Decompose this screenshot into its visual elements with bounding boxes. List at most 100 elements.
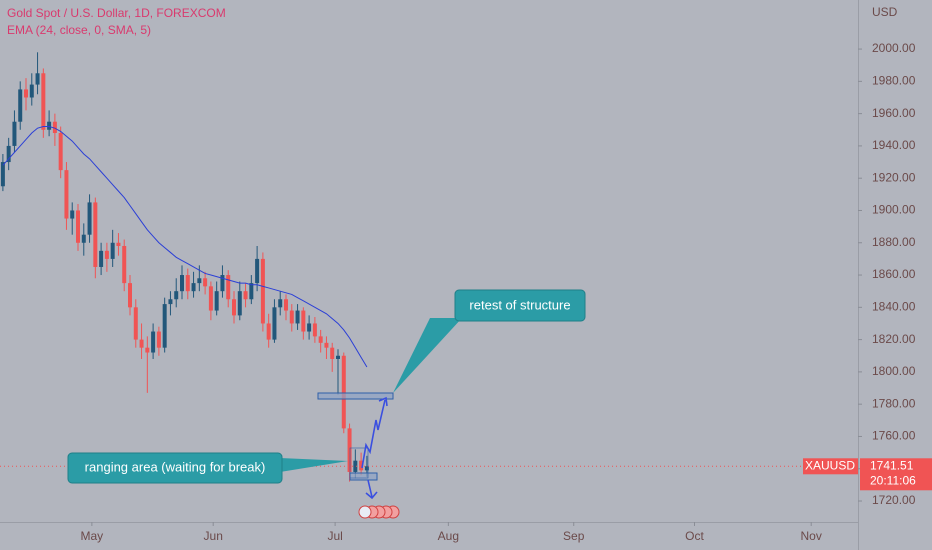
candle-body <box>133 307 138 340</box>
callout-pointer <box>393 318 462 393</box>
range-box <box>349 472 378 481</box>
x-tick-label: Aug <box>438 529 459 543</box>
candle-body <box>185 275 190 292</box>
x-tick-label: Jul <box>327 529 342 543</box>
candle-body <box>307 323 312 332</box>
arrow-head <box>378 396 388 407</box>
candle-body <box>301 310 306 332</box>
candle-body <box>6 145 11 163</box>
candle-body <box>226 275 231 300</box>
callout-box <box>67 452 283 484</box>
y-tick-label: 1900.00 <box>872 203 916 217</box>
candle-body <box>237 291 242 316</box>
range-outline <box>349 447 369 479</box>
y-tick-label: 2000.00 <box>872 41 916 55</box>
candle-body <box>24 89 28 98</box>
x-tick-label: Sep <box>563 529 585 543</box>
x-tick-label: Jun <box>204 529 223 543</box>
candle-body <box>168 299 173 305</box>
candle-body <box>272 307 277 340</box>
candle-body <box>266 323 271 340</box>
chart-title: Gold Spot / U.S. Dollar, 1D, FOREXCOM <box>7 6 226 20</box>
candle-body <box>76 210 80 243</box>
candle-body <box>353 460 358 472</box>
drawings: retest of structure ranging area (waitin… <box>67 289 586 519</box>
x-tick-label: Nov <box>801 529 822 543</box>
candle-body <box>249 283 254 300</box>
candle-body <box>81 234 86 243</box>
candle-body <box>41 73 46 130</box>
candle-body <box>99 250 104 267</box>
candle-body <box>87 202 92 235</box>
candle-body <box>12 121 17 146</box>
candle-body <box>52 121 57 134</box>
y-tick-label: 1780.00 <box>872 396 916 410</box>
candle-body <box>162 304 167 348</box>
candle-body <box>180 275 184 292</box>
candle-body <box>191 283 196 292</box>
symbol-tag <box>803 458 858 475</box>
plot <box>0 52 858 482</box>
candle-body <box>284 299 288 311</box>
candle-body <box>203 278 208 287</box>
candle-body <box>93 202 98 267</box>
candle-body <box>295 310 300 324</box>
y-tick-label: 1760.00 <box>872 429 916 443</box>
last-price-label: 1741.51 <box>870 458 914 472</box>
x-tick-label: Oct <box>685 529 704 543</box>
y-tick-label: 1920.00 <box>872 170 916 184</box>
y-tick-label: 1940.00 <box>872 138 916 152</box>
candle-body <box>64 170 69 219</box>
candle-body <box>364 466 369 471</box>
y-tick-label: 1840.00 <box>872 299 916 313</box>
candle-body <box>151 331 156 353</box>
x-tick-label: May <box>81 529 104 543</box>
y-tick-label: 1800.00 <box>872 364 916 378</box>
up-path-arrow <box>361 399 386 469</box>
structure-box <box>317 392 394 400</box>
candle-body <box>29 84 34 98</box>
y-tick-label: 1860.00 <box>872 267 916 281</box>
candle-body <box>278 299 283 308</box>
symbol-label: XAUUSD <box>805 458 855 472</box>
y-tick-label: 1980.00 <box>872 74 916 88</box>
candle-body <box>139 339 144 348</box>
indicator-legend: EMA (24, close, 0, SMA, 5) <box>7 23 151 37</box>
candle-body <box>104 250 109 259</box>
event-icons <box>358 505 400 519</box>
price-tag <box>860 458 932 491</box>
axes: 1720.001740.001760.001780.001800.001820.… <box>81 41 932 543</box>
candle-body <box>347 428 352 472</box>
candle-body <box>359 460 364 471</box>
candle-body <box>312 323 317 337</box>
countdown-label: 20:11:06 <box>870 473 916 487</box>
y-tick-label: 1720.00 <box>872 493 916 507</box>
arrow-head <box>365 491 378 500</box>
ema-line <box>2 126 368 368</box>
candle-body <box>289 310 294 324</box>
candle-body <box>128 283 132 308</box>
candle-body <box>208 286 213 311</box>
candle-body <box>18 89 23 122</box>
candle-body <box>318 336 323 343</box>
candle-body <box>0 162 5 187</box>
callout-pointer <box>280 458 348 472</box>
currency-label: USD <box>872 5 898 19</box>
candle-body <box>47 121 52 130</box>
candle-body <box>116 242 121 246</box>
candle-body <box>58 133 63 171</box>
candle-body <box>324 342 329 348</box>
candle-body <box>260 258 265 324</box>
candle-body <box>110 242 115 259</box>
candle-body <box>336 355 340 359</box>
y-tick-label: 1880.00 <box>872 235 916 249</box>
annotation: ranging area (waiting for break) <box>85 459 266 474</box>
y-tick-label: 1960.00 <box>872 106 916 120</box>
candle-body <box>70 210 75 219</box>
candle-body <box>255 258 260 284</box>
candle-body <box>122 245 127 284</box>
down-arrow <box>367 479 373 498</box>
y-tick-label: 1820.00 <box>872 332 916 346</box>
candle-body <box>220 275 225 292</box>
